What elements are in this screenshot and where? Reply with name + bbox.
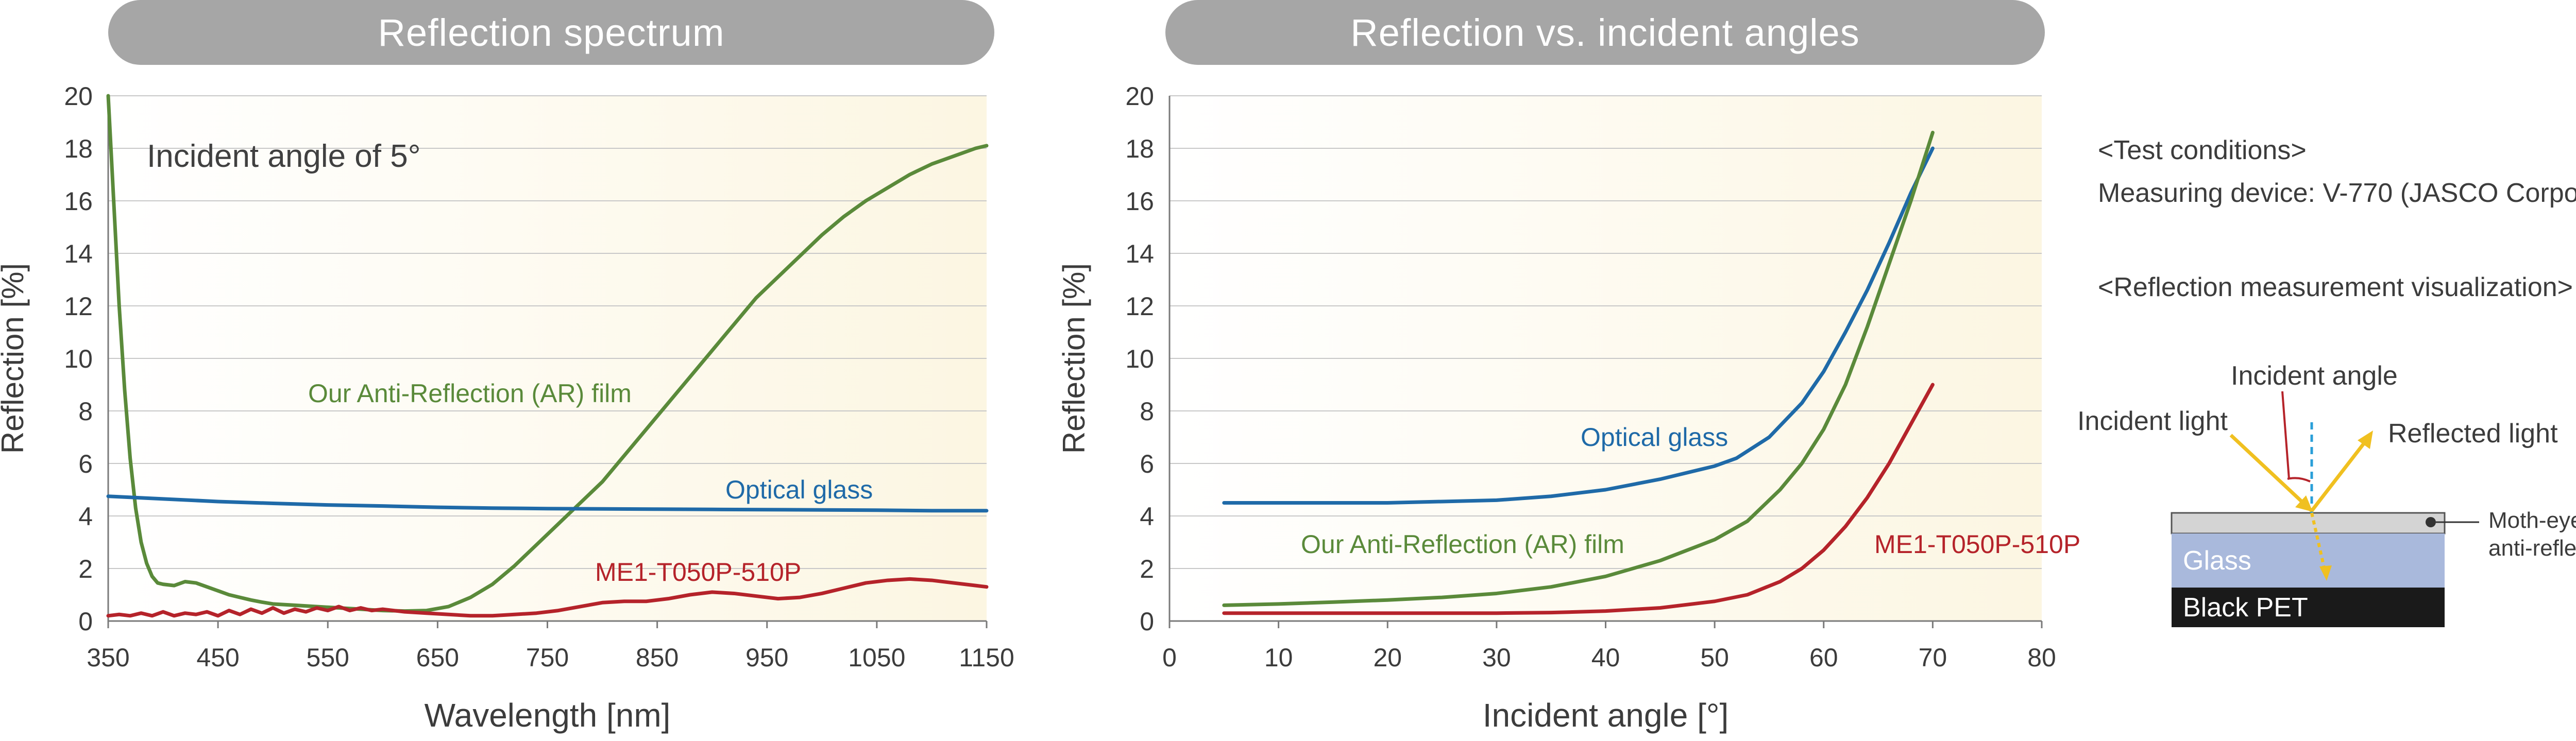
y-tick-label: 2 bbox=[1140, 555, 1154, 583]
moth-eye-label-line2: anti-reflection film bbox=[2488, 536, 2576, 561]
reflected-arrowhead bbox=[2358, 430, 2373, 449]
x-axis-label: Incident angle [°] bbox=[1483, 697, 1728, 734]
moth-eye-label-line1: Moth-eye bbox=[2488, 508, 2576, 533]
reflected-ray bbox=[2310, 434, 2371, 512]
y-tick-label: 12 bbox=[64, 292, 93, 321]
right-label-me1: ME1-T050P-510P bbox=[1874, 530, 2081, 559]
x-tick-label: 30 bbox=[1482, 643, 1511, 672]
right-label-optical-glass: Optical glass bbox=[1581, 423, 1728, 452]
x-tick-label: 60 bbox=[1809, 643, 1838, 672]
y-tick-label: 14 bbox=[1125, 239, 1154, 268]
y-tick-label: 16 bbox=[1125, 187, 1154, 216]
moth-eye-film-layer bbox=[2171, 512, 2446, 535]
y-tick-label: 18 bbox=[64, 134, 93, 163]
x-tick-label: 650 bbox=[416, 643, 459, 672]
x-tick-label: 20 bbox=[1373, 643, 1402, 672]
y-tick-label: 4 bbox=[1140, 502, 1154, 531]
incident-light-label: Incident light bbox=[2077, 406, 2228, 436]
series-line-2 bbox=[1222, 383, 1935, 615]
incident-angle-leader bbox=[2281, 391, 2290, 479]
series-line-1 bbox=[1222, 130, 1935, 607]
x-tick-label: 950 bbox=[745, 643, 788, 672]
x-tick-label: 750 bbox=[526, 643, 569, 672]
y-tick-label: 10 bbox=[64, 344, 93, 373]
reflection-spectrum-chart: 0 2 4 6 8 10 12 14 16 18 20 350 450 550 650 750 850 950 10… bbox=[0, 82, 1014, 734]
transmitted-ray bbox=[2310, 512, 2327, 575]
x-tick-label: 70 bbox=[1919, 643, 1947, 672]
moth-eye-dot bbox=[2426, 517, 2436, 527]
y-axis-label: Reflection [%] bbox=[0, 263, 30, 454]
left-label-optical-glass: Optical glass bbox=[725, 475, 873, 504]
x-tick-label: 550 bbox=[307, 643, 349, 672]
series-line-1 bbox=[106, 494, 989, 513]
x-tick-label: 50 bbox=[1700, 643, 1729, 672]
reflection-vs-angle-chart: 0 2 4 6 8 10 12 14 16 18 20 0 10 20 30 40 50 60 70 80 Incide… bbox=[1057, 82, 2056, 734]
visualization-heading: <Reflection measurement visualization> bbox=[2098, 272, 2573, 302]
x-tick-label: 80 bbox=[2027, 643, 2056, 672]
y-axis-label: Reflection [%] bbox=[1057, 263, 1091, 454]
left-label-me1: ME1-T050P-510P bbox=[595, 558, 802, 587]
incident-arrowhead bbox=[2295, 495, 2313, 512]
x-tick-label: 10 bbox=[1264, 643, 1293, 672]
measuring-device-text: Measuring device: V-770 (JASCO Corporati… bbox=[2098, 178, 2576, 208]
right-label-ar-film: Our Anti-Reflection (AR) film bbox=[1301, 530, 1624, 559]
glass-layer-label: Glass bbox=[2183, 545, 2251, 576]
y-tick-label: 6 bbox=[78, 450, 93, 478]
x-tick-label: 350 bbox=[87, 643, 129, 672]
series-line-2 bbox=[106, 577, 989, 618]
y-tick-label: 20 bbox=[64, 82, 93, 111]
y-tick-label: 10 bbox=[1125, 344, 1154, 373]
y-tick-label: 0 bbox=[1140, 607, 1154, 636]
x-tick-label: 0 bbox=[1162, 643, 1177, 672]
y-tick-label: 20 bbox=[1125, 82, 1154, 111]
left-label-ar-film: Our Anti-Reflection (AR) film bbox=[308, 379, 632, 408]
black-pet-label: Black PET bbox=[2183, 592, 2308, 623]
y-tick-label: 18 bbox=[1125, 134, 1154, 163]
black-pet-layer bbox=[2172, 588, 2445, 627]
y-tick-label: 4 bbox=[78, 502, 93, 531]
x-tick-label: 1050 bbox=[848, 643, 905, 672]
left-chart-title: Reflection spectrum bbox=[108, 0, 994, 65]
y-tick-label: 2 bbox=[78, 555, 93, 583]
y-tick-label: 8 bbox=[78, 397, 93, 426]
x-tick-label: 850 bbox=[636, 643, 679, 672]
reflected-light-label: Reflected light bbox=[2388, 419, 2558, 449]
y-tick-label: 14 bbox=[64, 239, 93, 268]
angle-arc bbox=[2287, 477, 2311, 482]
incident-ray bbox=[2229, 434, 2313, 512]
transmitted-arrowhead bbox=[2319, 565, 2332, 581]
y-tick-label: 6 bbox=[1140, 450, 1154, 478]
y-tick-label: 8 bbox=[1140, 397, 1154, 426]
left-annotation-incident-angle: Incident angle of 5° bbox=[147, 139, 421, 174]
y-tick-label: 12 bbox=[1125, 292, 1154, 321]
series-line-0 bbox=[1222, 146, 1935, 505]
x-tick-label: 450 bbox=[196, 643, 239, 672]
test-conditions-heading: <Test conditions> bbox=[2098, 135, 2307, 165]
y-tick-label: 16 bbox=[64, 187, 93, 216]
glass-layer bbox=[2172, 533, 2445, 588]
x-tick-label: 40 bbox=[1591, 643, 1620, 672]
x-axis-label: Wavelength [nm] bbox=[425, 697, 671, 734]
x-tick-label: 1150 bbox=[959, 643, 1014, 672]
incident-angle-label: Incident angle bbox=[2231, 361, 2398, 391]
y-tick-label: 0 bbox=[78, 607, 93, 636]
right-chart-title: Reflection vs. incident angles bbox=[1165, 0, 2045, 65]
